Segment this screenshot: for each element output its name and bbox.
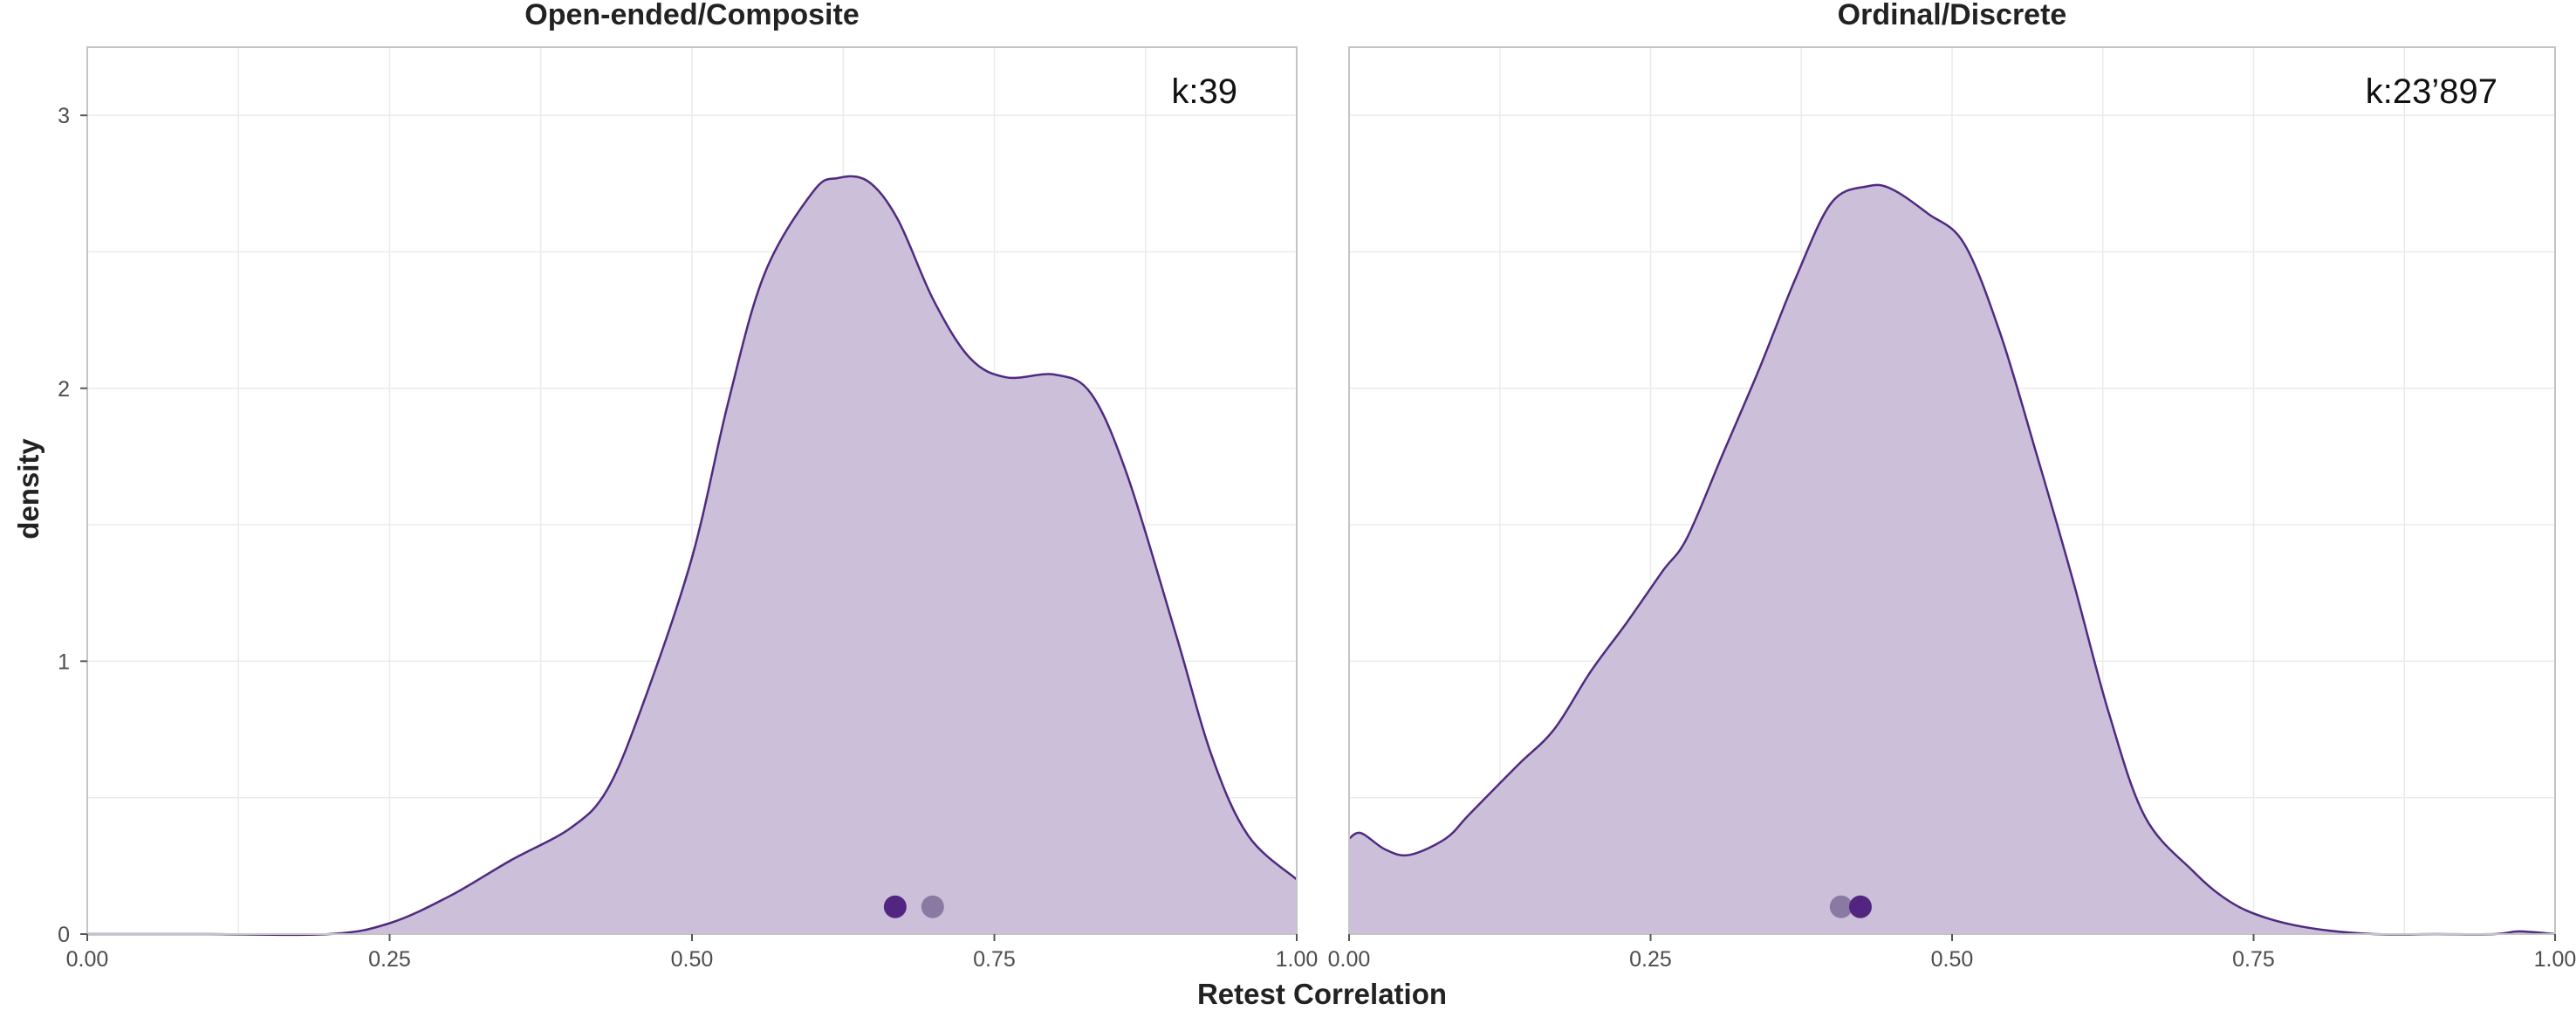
summary-point [921, 895, 944, 918]
x-tick-label: 1.00 [1276, 947, 1319, 972]
x-axis: 0.00 0.25 0.50 0.75 1.00 [1328, 934, 2576, 972]
y-axis-title: density [12, 438, 45, 540]
x-tick-label: 0.75 [2232, 947, 2275, 972]
x-tick-label: 0.50 [1931, 947, 1974, 972]
x-axis: 0.00 0.25 0.50 0.75 1.00 [66, 934, 1319, 972]
density-area [1349, 184, 2555, 935]
x-tick-label: 0.25 [1629, 947, 1672, 972]
x-tick-label: 0.75 [973, 947, 1016, 972]
y-tick-label: 3 [58, 104, 70, 128]
density-curve [1348, 183, 2556, 936]
y-tick-label: 2 [58, 377, 70, 402]
x-tick-label: 0.50 [671, 947, 714, 972]
density-curve [87, 175, 1298, 937]
summary-points [883, 895, 944, 918]
x-tick-label: 0.00 [66, 947, 109, 972]
panel-title: Ordinal/Discrete [1838, 0, 2067, 31]
x-tick-label: 0.25 [368, 947, 411, 972]
panel-ordinal-discrete: Ordinal/Discrete k:23’897 0.00 0.25 0.50 0.… [1328, 0, 2576, 972]
summary-point [883, 895, 907, 918]
y-tick-label: 1 [58, 650, 70, 674]
summary-points [1829, 895, 1872, 918]
k-count-label: k:23’897 [2366, 72, 2497, 111]
y-axis: 0 1 2 3 [58, 104, 87, 947]
panel-title: Open-ended/Composite [524, 0, 859, 31]
x-tick-label: 1.00 [2534, 947, 2576, 972]
density-area [87, 175, 1297, 935]
summary-point [1829, 895, 1853, 918]
x-tick-label: 0.00 [1328, 947, 1371, 972]
k-count-label: k:39 [1171, 72, 1237, 111]
summary-point [1848, 895, 1872, 918]
x-axis-title: Retest Correlation [1197, 978, 1447, 1010]
y-tick-label: 0 [58, 923, 70, 947]
